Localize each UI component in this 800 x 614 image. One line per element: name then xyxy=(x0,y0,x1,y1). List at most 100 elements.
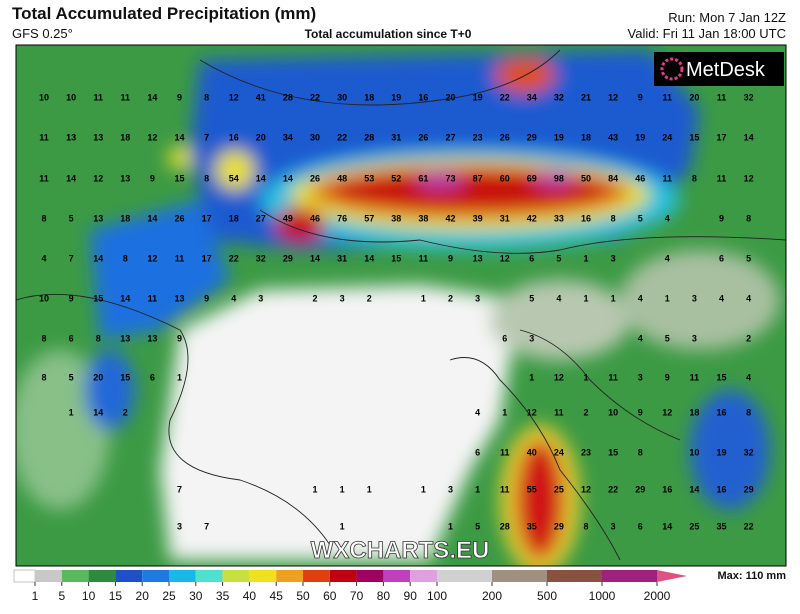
grid-value: 22 xyxy=(500,92,510,102)
grid-value: 12 xyxy=(527,407,537,417)
grid-value: 4 xyxy=(41,253,46,263)
grid-value: 11 xyxy=(717,173,727,183)
grid-value: 14 xyxy=(256,173,266,183)
grid-value: 21 xyxy=(581,92,591,102)
grid-value: 6 xyxy=(502,333,507,343)
grid-value: 1 xyxy=(312,484,317,494)
grid-value: 8 xyxy=(746,213,751,223)
grid-value: 54 xyxy=(229,173,239,183)
run: Run: Mon 7 Jan 12Z xyxy=(668,10,786,25)
grid-value: 14 xyxy=(364,253,374,263)
grid-value: 1 xyxy=(448,521,453,531)
grid-value: 4 xyxy=(746,293,751,303)
subtitle: Total accumulation since T+0 xyxy=(305,27,472,41)
grid-value: 8 xyxy=(746,407,751,417)
grid-value: 29 xyxy=(635,484,645,494)
grid-value: 8 xyxy=(204,92,209,102)
grid-value: 13 xyxy=(120,333,130,343)
colorbar-segment xyxy=(329,570,357,582)
grid-value: 11 xyxy=(419,253,429,263)
grid-value: 11 xyxy=(554,407,564,417)
grid-value: 35 xyxy=(716,521,726,531)
grid-value: 11 xyxy=(500,484,510,494)
grid-value: 13 xyxy=(473,253,483,263)
grid-value: 11 xyxy=(148,293,158,303)
grid-value: 12 xyxy=(581,484,591,494)
grid-value: 7 xyxy=(69,253,74,263)
grid-value: 22 xyxy=(608,484,618,494)
grid-value: 18 xyxy=(689,407,699,417)
grid-value: 57 xyxy=(364,213,374,223)
grid-value: 11 xyxy=(690,372,700,382)
title: Total Accumulated Precipitation (mm) xyxy=(12,4,316,23)
grid-value: 16 xyxy=(662,484,672,494)
grid-value: 7 xyxy=(204,521,209,531)
grid-value: 15 xyxy=(608,447,618,457)
grid-value: 4 xyxy=(475,407,480,417)
grid-value: 15 xyxy=(93,293,103,303)
grid-value: 10 xyxy=(39,92,49,102)
grid-value: 1 xyxy=(340,521,345,531)
grid-value: 5 xyxy=(638,213,643,223)
colorbar-label: 1 xyxy=(32,589,39,603)
grid-value: 12 xyxy=(229,92,239,102)
grid-value: 10 xyxy=(689,447,699,457)
max-label: Max: 110 mm xyxy=(718,570,787,582)
grid-value: 6 xyxy=(719,253,724,263)
grid-value: 9 xyxy=(69,293,74,303)
grid-value: 39 xyxy=(473,213,483,223)
grid-value: 20 xyxy=(445,92,455,102)
grid-value: 32 xyxy=(744,92,754,102)
grid-value: 1 xyxy=(69,407,74,417)
grid-value: 8 xyxy=(41,333,46,343)
grid-value: 12 xyxy=(147,132,157,142)
grid-value: 42 xyxy=(527,213,537,223)
grid-value: 13 xyxy=(93,132,103,142)
grid-value: 26 xyxy=(174,213,184,223)
grid-value: 1 xyxy=(367,484,372,494)
grid-value: 69 xyxy=(527,173,537,183)
grid-value: 41 xyxy=(256,92,266,102)
grid-value: 19 xyxy=(716,447,726,457)
grid-value: 8 xyxy=(123,253,128,263)
grid-value: 1 xyxy=(529,372,534,382)
grid-value: 12 xyxy=(662,407,672,417)
grid-value: 1 xyxy=(583,253,588,263)
grid-value: 48 xyxy=(337,173,347,183)
grid-value: 2 xyxy=(367,293,372,303)
colorbar-segment xyxy=(410,570,437,582)
grid-value: 11 xyxy=(717,92,727,102)
grid-value: 14 xyxy=(120,293,130,303)
colorbar-segment xyxy=(276,570,303,582)
grid-value: 4 xyxy=(746,372,751,382)
grid-value: 14 xyxy=(744,132,754,142)
grid-value: 84 xyxy=(608,173,618,183)
grid-value: 26 xyxy=(310,173,320,183)
grid-value: 3 xyxy=(258,293,263,303)
grid-value: 6 xyxy=(529,253,534,263)
grid-value: 53 xyxy=(364,173,374,183)
grid-value: 35 xyxy=(527,521,537,531)
colorbar-segment xyxy=(303,570,330,582)
grid-value: 13 xyxy=(174,293,184,303)
grid-value: 29 xyxy=(527,132,537,142)
grid-value: 40 xyxy=(527,447,537,457)
grid-value: 87 xyxy=(473,173,483,183)
colorbar-label: 30 xyxy=(189,589,203,603)
grid-value: 23 xyxy=(581,447,591,457)
grid-value: 55 xyxy=(527,484,537,494)
grid-value: 27 xyxy=(445,132,455,142)
grid-value: 49 xyxy=(283,213,293,223)
grid-value: 7 xyxy=(204,132,209,142)
grid-value: 7 xyxy=(177,484,182,494)
grid-value: 16 xyxy=(716,484,726,494)
grid-value: 16 xyxy=(418,92,428,102)
grid-value: 11 xyxy=(608,372,618,382)
logo-box xyxy=(654,52,784,86)
grid-value: 12 xyxy=(147,253,157,263)
grid-value: 4 xyxy=(719,293,724,303)
grid-value: 14 xyxy=(93,407,103,417)
grid-value: 8 xyxy=(692,173,697,183)
colorbar-label: 45 xyxy=(270,589,284,603)
grid-value: 8 xyxy=(204,173,209,183)
